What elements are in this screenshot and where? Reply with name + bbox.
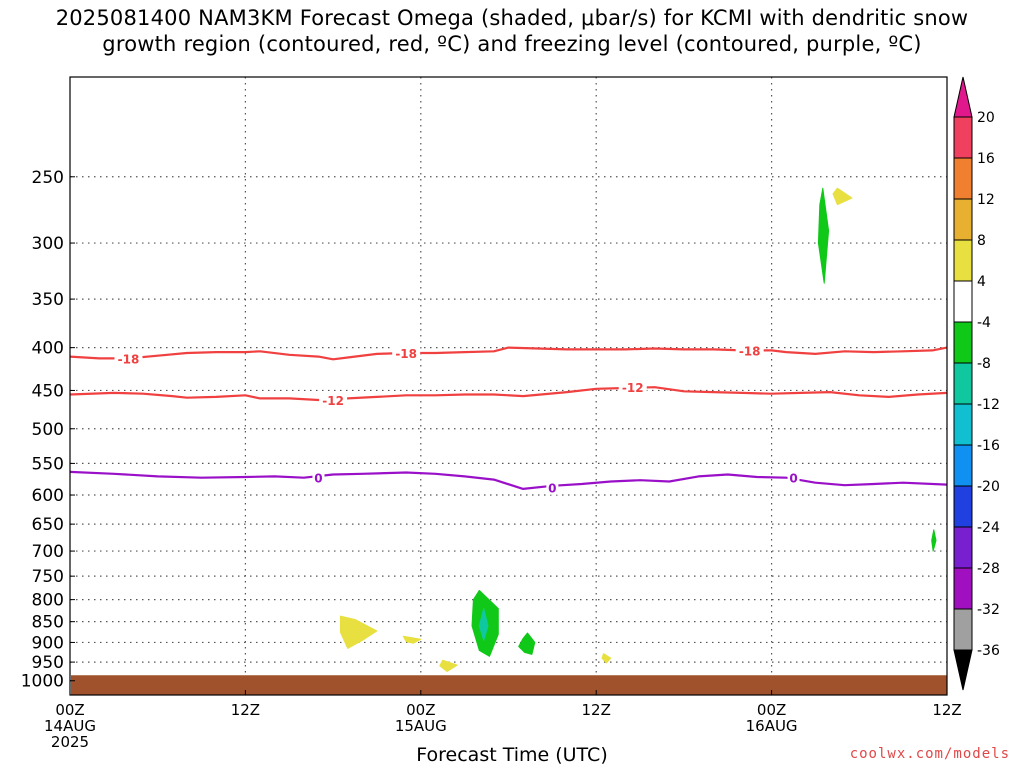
y-tick-label: 650 <box>32 515 64 535</box>
colorbar-bin <box>953 485 973 528</box>
y-tick-label: 800 <box>32 591 64 611</box>
colorbar-bin <box>953 116 973 159</box>
colorbar-label: 12 <box>977 192 995 208</box>
plot-area <box>70 77 947 695</box>
colorbar-label: 16 <box>977 151 995 167</box>
contour-label-zero: 0 <box>789 472 797 486</box>
y-tick-label: 750 <box>32 567 64 587</box>
x-axis-title: Forecast Time (UTC) <box>416 744 608 766</box>
colorbar-label: -20 <box>977 479 1000 495</box>
colorbar-label: -12 <box>977 397 1000 413</box>
contour-label-bg <box>546 480 559 495</box>
contour-label-bg <box>312 470 325 485</box>
contour-label-minus18: -18 <box>118 352 140 366</box>
contour-label-minus12: -12 <box>322 394 344 408</box>
colorbar-label: 8 <box>977 233 986 249</box>
colorbar-top-arrow <box>953 76 973 118</box>
contour-label-minus18: -18 <box>395 347 417 361</box>
credit-text: coolwx.com/models <box>849 746 1010 762</box>
colorbar-bin <box>953 403 973 446</box>
x-tick-label: 12Z <box>231 701 260 719</box>
contour-label-bg <box>319 393 348 408</box>
chart-title-line-1: 2025081400 NAM3KM Forecast Omega (shaded… <box>55 6 969 30</box>
colorbar-label: -4 <box>977 315 991 331</box>
y-tick-label: 700 <box>32 542 64 562</box>
x-tick-label: 16AUG <box>746 717 798 735</box>
y-tick-label: 400 <box>32 339 64 359</box>
y-tick-label: 900 <box>32 633 64 653</box>
y-tick-label: 950 <box>32 653 64 673</box>
contour-label-zero: 0 <box>548 482 556 496</box>
colorbar-label: -24 <box>977 520 1000 536</box>
contour-label-bg <box>735 343 764 358</box>
y-tick-label: 1000 <box>21 672 64 692</box>
omega-area <box>832 187 853 206</box>
omega-area <box>601 653 612 664</box>
x-tick-label: 00Z <box>55 701 84 719</box>
contour-label-bg <box>114 351 143 366</box>
colorbar-bottom-arrow <box>953 649 973 691</box>
plot-frame <box>69 76 948 696</box>
contour-line-zero <box>69 470 948 490</box>
contour-line-minus18 <box>69 346 948 361</box>
colorbar-label: -16 <box>977 438 1000 454</box>
x-tick-label: 12Z <box>582 701 611 719</box>
contour-label-bg <box>787 470 800 485</box>
y-tick-label: 250 <box>32 168 64 188</box>
colorbar-bin <box>953 526 973 569</box>
colorbar-bin <box>953 608 973 651</box>
chart-title-line-2: growth region (contoured, red, ºC) and f… <box>102 32 922 56</box>
colorbar-label: -28 <box>977 561 1000 577</box>
y-tick-label: 600 <box>32 486 64 506</box>
colorbar-bin <box>953 321 973 364</box>
contour-label-minus12: -12 <box>622 381 644 395</box>
contour-label-minus18: -18 <box>739 344 761 358</box>
contour-label-bg <box>392 346 421 361</box>
colorbar-bin <box>953 280 973 323</box>
x-tick-label: 00Z <box>406 701 435 719</box>
colorbar-label: 20 <box>977 110 995 126</box>
colorbar-label: 4 <box>977 274 986 290</box>
contour-label-zero: 0 <box>314 472 322 486</box>
omega-area <box>518 632 536 655</box>
omega-area <box>478 608 489 641</box>
y-tick-label: 850 <box>32 613 64 633</box>
contour-label-bg <box>618 380 647 395</box>
colorbar-label: -8 <box>977 356 991 372</box>
terrain-below-ground <box>71 675 947 695</box>
x-tick-label: 2025 <box>51 733 89 751</box>
omega-area <box>439 659 458 672</box>
colorbar-label: -36 <box>977 643 1000 659</box>
x-tick-label: 14AUG <box>44 717 96 735</box>
colorbar-bin <box>953 198 973 241</box>
omega-area <box>339 615 378 649</box>
y-tick-label: 350 <box>32 290 64 310</box>
colorbar-bin <box>953 362 973 405</box>
contour-line-minus12 <box>69 386 948 402</box>
y-tick-label: 550 <box>32 454 64 474</box>
colorbar-bin <box>953 239 973 282</box>
x-tick-label: 12Z <box>932 701 961 719</box>
colorbar-bin <box>953 567 973 610</box>
omega-area <box>402 635 422 644</box>
x-tick-label: 15AUG <box>395 717 447 735</box>
y-tick-label: 450 <box>32 381 64 401</box>
colorbar-bin <box>953 444 973 487</box>
omega-area <box>817 187 830 284</box>
y-tick-label: 300 <box>32 234 64 254</box>
y-tick-label: 500 <box>32 420 64 440</box>
colorbar-bin <box>953 157 973 200</box>
x-tick-label: 00Z <box>757 701 786 719</box>
colorbar-label: -32 <box>977 602 1000 618</box>
omega-area <box>931 529 937 552</box>
